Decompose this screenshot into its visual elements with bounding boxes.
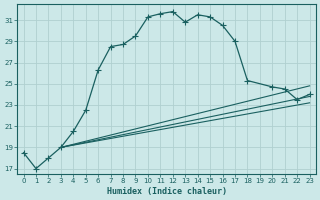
X-axis label: Humidex (Indice chaleur): Humidex (Indice chaleur) bbox=[107, 187, 227, 196]
